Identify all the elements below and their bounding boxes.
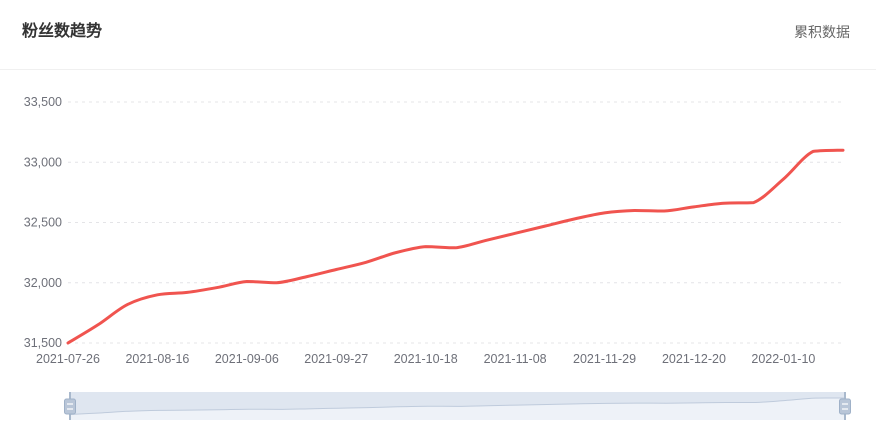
x-axis-label: 2021-12-20	[662, 352, 726, 366]
x-axis-label: 2021-11-08	[484, 352, 547, 366]
datazoom-slider[interactable]	[64, 392, 851, 420]
x-axis-labels: 2021-07-26 2021-08-16 2021-09-06 2021-09-27…	[36, 352, 815, 366]
x-axis-label: 2021-11-29	[573, 352, 636, 366]
x-axis-label: 2022-01-10	[751, 352, 815, 366]
x-axis-label: 2021-09-27	[304, 352, 368, 366]
y-axis-label: 33,000	[24, 155, 62, 169]
trend-line	[66, 148, 845, 345]
datazoom-shadow-line	[69, 397, 846, 415]
page-title: 粉丝数趋势	[22, 23, 103, 40]
x-axis-label: 2021-10-18	[394, 352, 458, 366]
y-axis-label: 31,500	[24, 336, 62, 350]
right-handle-icon[interactable]	[839, 398, 851, 415]
x-axis-label: 2021-09-06	[215, 352, 279, 366]
y-axis-labels: 31,500 32,000 32,500 33,000 33,500	[24, 95, 62, 350]
x-axis-label: 2021-08-16	[125, 352, 189, 366]
y-axis-label: 32,000	[24, 276, 62, 290]
header-divider	[0, 69, 876, 70]
datazoom-right-handle[interactable]	[839, 392, 851, 420]
y-axis-label: 32,500	[24, 216, 62, 230]
y-axis-label: 33,500	[24, 95, 62, 109]
gridlines	[68, 101, 843, 344]
left-handle-icon[interactable]	[64, 398, 76, 415]
datazoom-left-handle[interactable]	[64, 392, 76, 420]
x-axis-label: 2021-07-26	[36, 352, 100, 366]
mode-toggle-cumulative[interactable]: 累积数据	[794, 24, 850, 40]
